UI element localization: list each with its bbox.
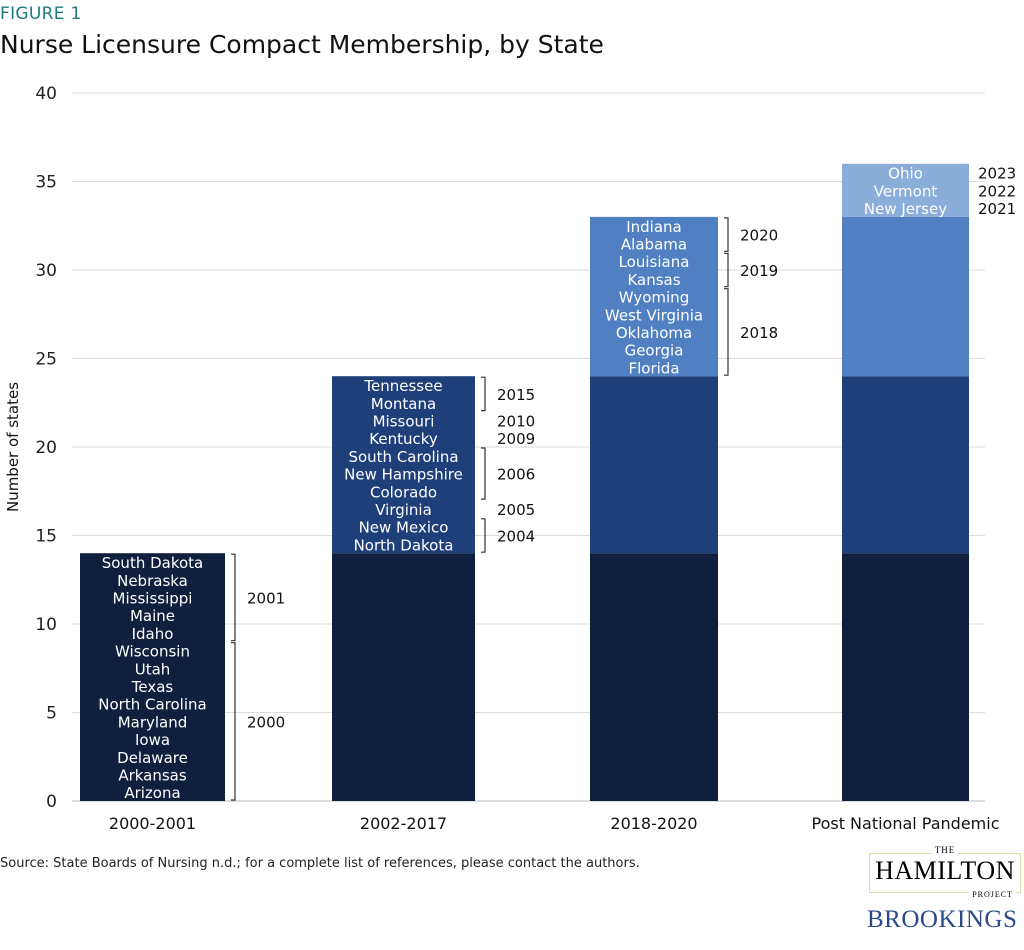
year-label: 2018 <box>740 324 778 342</box>
source-note: Source: State Boards of Nursing n.d.; fo… <box>0 856 640 871</box>
state-label: Indiana <box>626 218 682 236</box>
year-bracket <box>724 252 729 288</box>
state-label: Idaho <box>132 625 174 643</box>
y-tick-label: 5 <box>46 704 57 724</box>
state-label: Nebraska <box>117 572 188 590</box>
year-label: 2015 <box>497 386 535 404</box>
year-bracket <box>481 518 486 553</box>
state-label: Colorado <box>370 483 437 501</box>
state-label: Georgia <box>625 342 684 360</box>
year-label: 2010 <box>497 412 535 430</box>
chart-title: Nurse Licensure Compact Membership, by S… <box>0 30 604 59</box>
year-label: 2006 <box>497 466 535 484</box>
figure-label: FIGURE 1 <box>0 4 82 24</box>
hamilton-project-logo: THE HAMILTON PROJECT <box>869 845 1021 899</box>
y-tick-label: 20 <box>35 438 57 458</box>
year-label: 2021 <box>978 200 1016 218</box>
x-tick-label: 2002-2017 <box>360 814 447 833</box>
state-label: South Dakota <box>102 554 204 572</box>
state-label: North Carolina <box>98 696 206 714</box>
year-label: 2022 <box>978 182 1016 200</box>
year-label: 2005 <box>497 501 535 519</box>
year-label: 2020 <box>740 227 778 245</box>
bar-segment <box>842 376 969 554</box>
state-label: Arizona <box>124 784 180 802</box>
y-tick-label: 10 <box>35 615 57 635</box>
y-tick-label: 35 <box>35 173 57 193</box>
logo-hamilton: HAMILTON <box>875 856 1015 885</box>
state-label: Maine <box>130 607 175 625</box>
state-label: Kansas <box>627 271 680 289</box>
state-label: New Hampshire <box>344 466 463 484</box>
state-label: Florida <box>628 359 679 377</box>
state-label: Delaware <box>117 749 188 767</box>
bar-segment <box>332 376 475 554</box>
state-label: Arkansas <box>118 766 187 784</box>
year-label: 2004 <box>497 528 535 546</box>
state-label: Alabama <box>621 235 687 253</box>
year-label: 2009 <box>497 430 535 448</box>
year-bracket <box>481 447 486 500</box>
logo-the: THE <box>931 845 959 855</box>
state-label: New Jersey <box>864 200 947 218</box>
state-label: New Mexico <box>359 519 449 537</box>
bar-segment <box>80 553 225 801</box>
bar-segment <box>590 216 718 377</box>
year-bracket <box>724 288 729 376</box>
bar-segment <box>842 216 969 377</box>
y-tick-label: 0 <box>46 792 57 812</box>
state-label: Iowa <box>135 731 170 749</box>
y-tick-label: 30 <box>35 261 57 281</box>
state-label: North Dakota <box>354 536 454 554</box>
state-label: Mississippi <box>113 589 193 607</box>
state-label: Utah <box>135 660 171 678</box>
year-bracket <box>481 376 486 412</box>
bar-segment <box>590 376 718 554</box>
brookings-logo: BROOKINGS <box>867 906 1018 933</box>
state-label: South Carolina <box>348 448 458 466</box>
bar-segment <box>332 553 475 801</box>
state-label: Missouri <box>373 412 435 430</box>
state-label: Texas <box>131 678 174 696</box>
y-axis-label: Number of states <box>4 382 22 512</box>
x-tick-label: 2000-2001 <box>109 814 196 833</box>
state-label: Oklahoma <box>616 324 692 342</box>
state-label: Wyoming <box>619 289 689 307</box>
bar-segment <box>842 163 969 217</box>
x-tick-label: 2018-2020 <box>610 814 697 833</box>
x-tick-label: Post National Pandemic <box>811 814 999 833</box>
bar-segment <box>842 553 969 801</box>
year-label: 2019 <box>740 262 778 280</box>
state-label: Ohio <box>888 165 923 183</box>
state-label: Maryland <box>118 713 188 731</box>
year-bracket <box>231 553 236 642</box>
logo-project: PROJECT <box>969 890 1016 899</box>
y-tick-label: 15 <box>35 527 57 547</box>
bar-segment <box>590 553 718 801</box>
state-label: Tennessee <box>363 377 442 395</box>
state-label: Vermont <box>874 182 938 200</box>
year-label: 2000 <box>247 713 285 731</box>
year-label: 2001 <box>247 589 285 607</box>
year-label: 2023 <box>978 165 1016 183</box>
year-bracket <box>231 642 236 801</box>
state-label: Louisiana <box>619 253 690 271</box>
state-label: Montana <box>371 395 436 413</box>
state-label: Virginia <box>375 501 432 519</box>
state-label: Wisconsin <box>115 643 190 661</box>
year-bracket <box>724 217 729 252</box>
state-label: West Virginia <box>605 306 703 324</box>
y-tick-label: 40 <box>35 84 57 104</box>
y-tick-label: 25 <box>35 350 57 370</box>
state-label: Kentucky <box>369 430 438 448</box>
